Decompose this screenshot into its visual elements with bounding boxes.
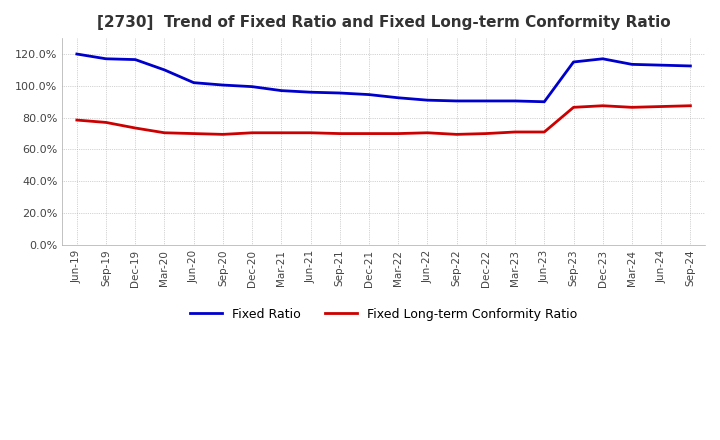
Fixed Ratio [219, 82, 228, 88]
Fixed Long-term Conformity Ratio [510, 129, 519, 135]
Fixed Long-term Conformity Ratio [73, 117, 81, 123]
Fixed Long-term Conformity Ratio [336, 131, 344, 136]
Fixed Ratio [598, 56, 607, 62]
Fixed Long-term Conformity Ratio [628, 105, 636, 110]
Fixed Ratio [657, 62, 665, 68]
Fixed Long-term Conformity Ratio [160, 130, 168, 136]
Fixed Long-term Conformity Ratio [189, 131, 198, 136]
Fixed Ratio [160, 67, 168, 73]
Fixed Ratio [394, 95, 402, 100]
Fixed Ratio [102, 56, 110, 62]
Legend: Fixed Ratio, Fixed Long-term Conformity Ratio: Fixed Ratio, Fixed Long-term Conformity … [185, 303, 582, 326]
Line: Fixed Long-term Conformity Ratio: Fixed Long-term Conformity Ratio [77, 106, 690, 134]
Fixed Long-term Conformity Ratio [219, 132, 228, 137]
Fixed Ratio [306, 90, 315, 95]
Fixed Long-term Conformity Ratio [452, 132, 461, 137]
Fixed Long-term Conformity Ratio [131, 125, 140, 131]
Fixed Ratio [510, 98, 519, 103]
Fixed Ratio [628, 62, 636, 67]
Fixed Long-term Conformity Ratio [570, 105, 578, 110]
Fixed Long-term Conformity Ratio [248, 130, 256, 136]
Fixed Ratio [277, 88, 286, 93]
Fixed Long-term Conformity Ratio [277, 130, 286, 136]
Fixed Ratio [73, 51, 81, 57]
Fixed Ratio [423, 98, 432, 103]
Fixed Long-term Conformity Ratio [540, 129, 549, 135]
Fixed Long-term Conformity Ratio [598, 103, 607, 108]
Fixed Ratio [365, 92, 374, 97]
Fixed Long-term Conformity Ratio [423, 130, 432, 136]
Fixed Long-term Conformity Ratio [365, 131, 374, 136]
Fixed Long-term Conformity Ratio [102, 120, 110, 125]
Fixed Ratio [452, 98, 461, 103]
Fixed Ratio [686, 63, 695, 69]
Fixed Ratio [248, 84, 256, 89]
Fixed Long-term Conformity Ratio [394, 131, 402, 136]
Fixed Long-term Conformity Ratio [657, 104, 665, 109]
Fixed Long-term Conformity Ratio [482, 131, 490, 136]
Title: [2730]  Trend of Fixed Ratio and Fixed Long-term Conformity Ratio: [2730] Trend of Fixed Ratio and Fixed Lo… [96, 15, 670, 30]
Fixed Ratio [570, 59, 578, 65]
Fixed Long-term Conformity Ratio [306, 130, 315, 136]
Fixed Ratio [540, 99, 549, 104]
Fixed Ratio [189, 80, 198, 85]
Fixed Ratio [336, 90, 344, 95]
Fixed Long-term Conformity Ratio [686, 103, 695, 108]
Line: Fixed Ratio: Fixed Ratio [77, 54, 690, 102]
Fixed Ratio [131, 57, 140, 62]
Fixed Ratio [482, 98, 490, 103]
